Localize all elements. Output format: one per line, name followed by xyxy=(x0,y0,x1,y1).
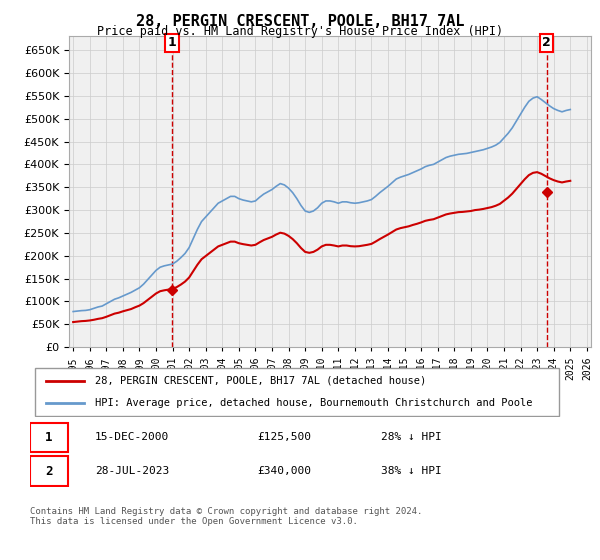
Text: 28-JUL-2023: 28-JUL-2023 xyxy=(95,466,169,476)
Text: 28, PERGIN CRESCENT, POOLE, BH17 7AL (detached house): 28, PERGIN CRESCENT, POOLE, BH17 7AL (de… xyxy=(95,376,426,386)
Text: Contains HM Land Registry data © Crown copyright and database right 2024.
This d: Contains HM Land Registry data © Crown c… xyxy=(30,507,422,526)
Text: 2: 2 xyxy=(45,465,53,478)
Text: £340,000: £340,000 xyxy=(257,466,311,476)
Text: 28, PERGIN CRESCENT, POOLE, BH17 7AL: 28, PERGIN CRESCENT, POOLE, BH17 7AL xyxy=(136,14,464,29)
FancyBboxPatch shape xyxy=(35,368,559,416)
Text: 38% ↓ HPI: 38% ↓ HPI xyxy=(381,466,442,476)
Text: 2: 2 xyxy=(542,36,551,49)
Text: HPI: Average price, detached house, Bournemouth Christchurch and Poole: HPI: Average price, detached house, Bour… xyxy=(95,398,532,408)
Text: 28% ↓ HPI: 28% ↓ HPI xyxy=(381,432,442,442)
Text: 15-DEC-2000: 15-DEC-2000 xyxy=(95,432,169,442)
Text: 1: 1 xyxy=(45,431,53,444)
FancyBboxPatch shape xyxy=(30,423,68,452)
Text: Price paid vs. HM Land Registry's House Price Index (HPI): Price paid vs. HM Land Registry's House … xyxy=(97,25,503,38)
Text: £125,500: £125,500 xyxy=(257,432,311,442)
Text: 1: 1 xyxy=(167,36,176,49)
FancyBboxPatch shape xyxy=(30,456,68,486)
